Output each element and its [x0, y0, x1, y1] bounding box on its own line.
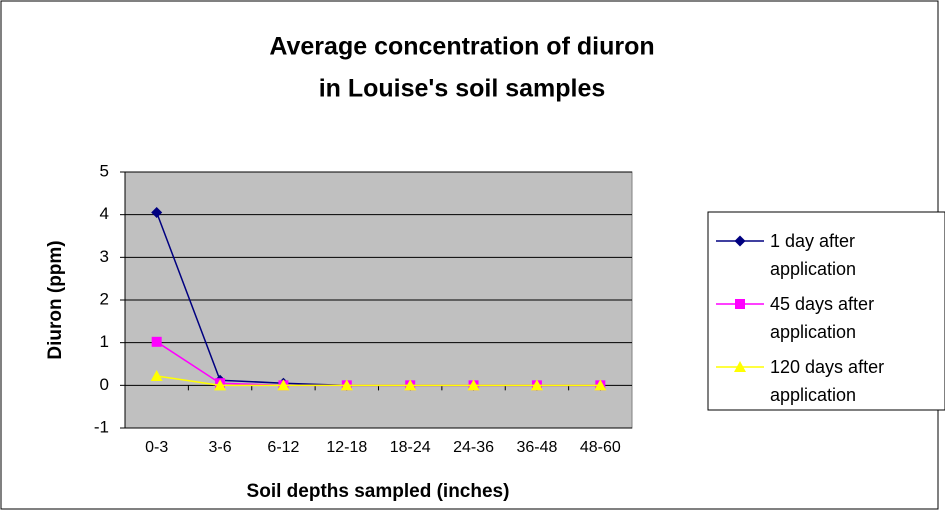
marker	[151, 336, 162, 347]
marker	[340, 379, 353, 391]
x-tick-label: 48-60	[580, 439, 621, 456]
marker	[150, 369, 163, 381]
y-axis-label: Diuron (ppm)	[45, 240, 66, 359]
x-tick-label: 3-6	[209, 439, 232, 456]
y-tick-label: 1	[100, 332, 109, 351]
legend-box	[707, 211, 945, 411]
marker	[404, 379, 417, 391]
x-tick-label: 6-12	[267, 439, 299, 456]
x-tick-label: 18-24	[390, 439, 431, 456]
y-tick-label: 4	[100, 204, 109, 223]
x-tick-label: 12-18	[326, 439, 367, 456]
legend-label: 45 days after application	[770, 294, 875, 342]
series-line	[156, 375, 601, 387]
y-tick-label: 5	[100, 161, 109, 180]
marker	[734, 235, 746, 247]
x-axis-label: Soil depths sampled (inches)	[247, 481, 510, 502]
marker	[735, 299, 745, 309]
y-tick-label: 3	[100, 247, 109, 266]
chart-title: Average concentration of diuron	[269, 33, 654, 61]
marker	[530, 379, 543, 391]
marker	[214, 379, 227, 391]
x-tick-label: 24-36	[453, 439, 494, 456]
legend-label: 1 day after application	[770, 231, 857, 279]
chart-title: in Louise's soil samples	[319, 75, 606, 103]
marker	[467, 379, 480, 391]
y-tick-label: 0	[100, 375, 109, 394]
marker	[277, 379, 290, 391]
marker	[151, 207, 163, 219]
marker	[734, 361, 746, 372]
marker	[594, 379, 607, 391]
y-tick-label: -1	[94, 417, 109, 436]
y-tick-label: 2	[100, 289, 109, 308]
x-tick-label: 36-48	[516, 439, 557, 456]
legend-label: 120 days after application	[770, 357, 885, 405]
x-tick-label: 0-3	[145, 439, 168, 456]
